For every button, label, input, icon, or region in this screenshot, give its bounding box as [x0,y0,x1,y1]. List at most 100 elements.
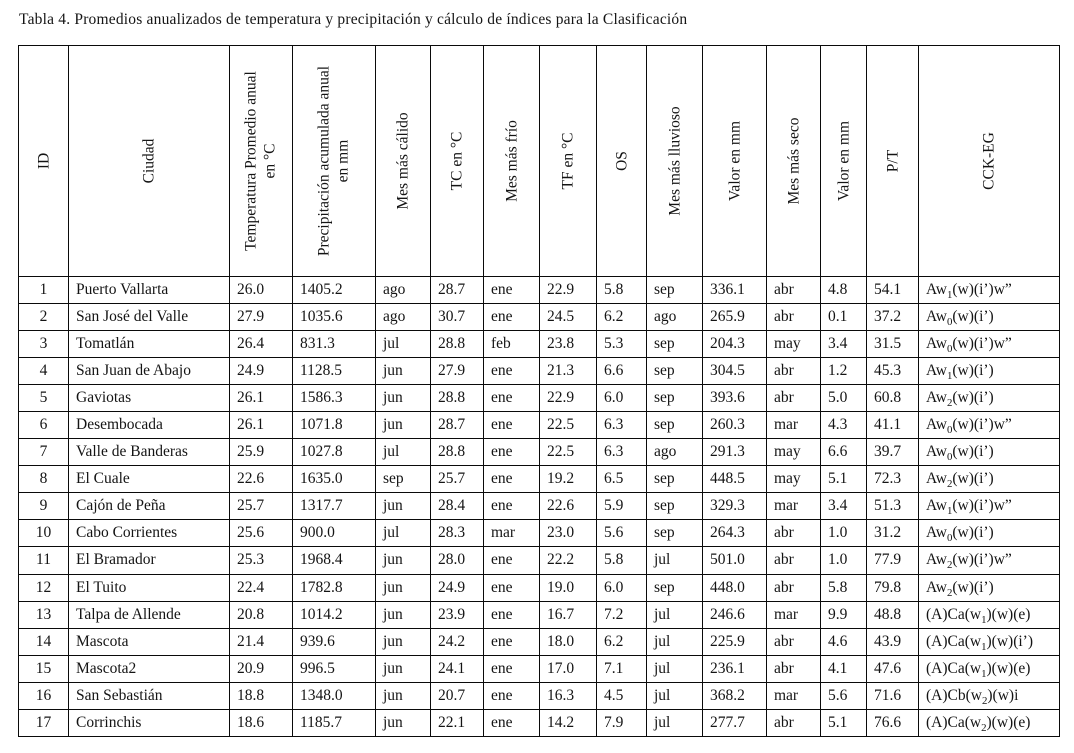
cell-pt: 79.8 [866,573,919,602]
cell-valor_seco: 4.1 [820,654,867,683]
cell-temp_promedio: 21.4 [229,627,293,656]
cell-tc: 24.1 [430,654,484,683]
cell-pt: 76.6 [866,708,919,737]
cell-mes_mas_frio: ene [483,627,540,656]
cell-valor_lluvioso: 260.3 [702,411,767,440]
cell-precip_anual: 1635.0 [292,465,376,494]
cell-tc: 28.8 [430,438,484,467]
column-header-label: Temperatura Promedio anual en °C [242,71,279,251]
cell-precip_anual: 1014.2 [292,600,376,629]
cell-mes_mas_seco: abr [766,708,821,737]
cell-temp_promedio: 27.9 [229,303,293,332]
cell-precip_anual: 939.6 [292,627,376,656]
cell-tf: 22.2 [539,546,597,575]
cell-cck_eg: (A)Ca(w1)(w)(e) [918,654,1060,683]
cell-mes_mas_lluvioso: jul [646,600,703,629]
cell-mes_mas_calido: jun [375,708,431,737]
cell-cck_eg: Aw0(w)(i’) [918,303,1060,332]
cell-tf: 14.2 [539,708,597,737]
cell-temp_promedio: 20.8 [229,600,293,629]
cell-mes_mas_lluvioso: sep [646,519,703,548]
cell-precip_anual: 900.0 [292,519,376,548]
cell-valor_seco: 4.6 [820,627,867,656]
column-header-label: Mes más seco [784,117,802,205]
cell-valor_lluvioso: 336.1 [702,275,767,305]
cell-temp_promedio: 24.9 [229,357,293,386]
table-row: 7 Valle de Banderas 25.9 1027.8 jul 28.8 ene 22… [18,438,1060,467]
cell-temp_promedio: 18.8 [229,681,293,710]
cell-ciudad: Desembocada [68,411,230,440]
cell-cck_eg: Aw1(w)(i’)w” [918,492,1060,521]
cell-mes_mas_lluvioso: jul [646,546,703,575]
cell-mes_mas_lluvioso: jul [646,627,703,656]
cell-valor_seco: 9.9 [820,600,867,629]
cell-id: 15 [18,654,69,683]
cell-temp_promedio: 25.9 [229,438,293,467]
cell-id: 3 [18,330,69,359]
cell-ciudad: Valle de Banderas [68,438,230,467]
cell-os: 5.9 [596,492,647,521]
cell-mes_mas_frio: ene [483,492,540,521]
cell-temp_promedio: 20.9 [229,654,293,683]
cell-mes_mas_calido: sep [375,465,431,494]
cell-valor_lluvioso: 264.3 [702,519,767,548]
cell-os: 4.5 [596,681,647,710]
cell-cck_eg: Aw0(w)(i’) [918,519,1060,548]
column-header-id: ID [18,45,69,277]
cell-mes_mas_frio: ene [483,438,540,467]
cell-mes_mas_seco: abr [766,519,821,548]
table-row: 10 Cabo Corrientes 25.6 900.0 jul 28.3 mar 23.0… [18,519,1060,548]
cell-tc: 28.7 [430,411,484,440]
cell-valor_seco: 6.6 [820,438,867,467]
cell-id: 12 [18,573,69,602]
cell-cck_eg: Aw2(w)(i’)w” [918,546,1060,575]
cell-mes_mas_frio: ene [483,357,540,386]
cell-mes_mas_lluvioso: sep [646,573,703,602]
cell-valor_lluvioso: 225.9 [702,627,767,656]
cell-pt: 31.5 [866,330,919,359]
cell-tf: 19.0 [539,573,597,602]
cell-id: 11 [18,546,69,575]
cell-valor_lluvioso: 236.1 [702,654,767,683]
cell-tc: 28.8 [430,330,484,359]
cell-pt: 45.3 [866,357,919,386]
column-header-tf: TF en °C [539,45,597,277]
cell-os: 7.1 [596,654,647,683]
cell-os: 6.3 [596,411,647,440]
cell-ciudad: Gaviotas [68,384,230,413]
cell-tf: 22.6 [539,492,597,521]
cell-mes_mas_lluvioso: sep [646,384,703,413]
cell-tc: 27.9 [430,357,484,386]
cell-valor_seco: 4.3 [820,411,867,440]
cell-tf: 23.8 [539,330,597,359]
cell-valor_lluvioso: 291.3 [702,438,767,467]
cell-temp_promedio: 22.4 [229,573,293,602]
column-header-label: ID [34,152,52,170]
cell-id: 2 [18,303,69,332]
cell-id: 1 [18,275,69,305]
cell-mes_mas_frio: ene [483,681,540,710]
cell-mes_mas_calido: jun [375,573,431,602]
cell-precip_anual: 1586.3 [292,384,376,413]
cell-id: 6 [18,411,69,440]
table-row: 2 San José del Valle 27.9 1035.6 ago 30.7 ene 2… [18,303,1060,332]
cell-mes_mas_seco: abr [766,546,821,575]
cell-id: 17 [18,708,69,737]
cell-mes_mas_lluvioso: sep [646,275,703,305]
table-row: 6 Desembocada 26.1 1071.8 jun 28.7 ene 22.5 6.3 s… [18,411,1060,440]
cell-precip_anual: 1071.8 [292,411,376,440]
cell-temp_promedio: 26.0 [229,275,293,305]
cell-precip_anual: 1317.7 [292,492,376,521]
cell-mes_mas_frio: feb [483,330,540,359]
cell-ciudad: Mascota [68,627,230,656]
cell-cck_eg: (A)Cb(w2)(w)i [918,681,1060,710]
cell-mes_mas_calido: jun [375,681,431,710]
cell-precip_anual: 831.3 [292,330,376,359]
column-header-label: Mes más cálido [394,112,412,210]
cell-ciudad: Talpa de Allende [68,600,230,629]
cell-mes_mas_calido: jun [375,384,431,413]
cell-mes_mas_calido: jun [375,411,431,440]
cell-valor_lluvioso: 448.0 [702,573,767,602]
cell-cck_eg: Aw0(w)(i’)w” [918,411,1060,440]
cell-mes_mas_frio: mar [483,519,540,548]
